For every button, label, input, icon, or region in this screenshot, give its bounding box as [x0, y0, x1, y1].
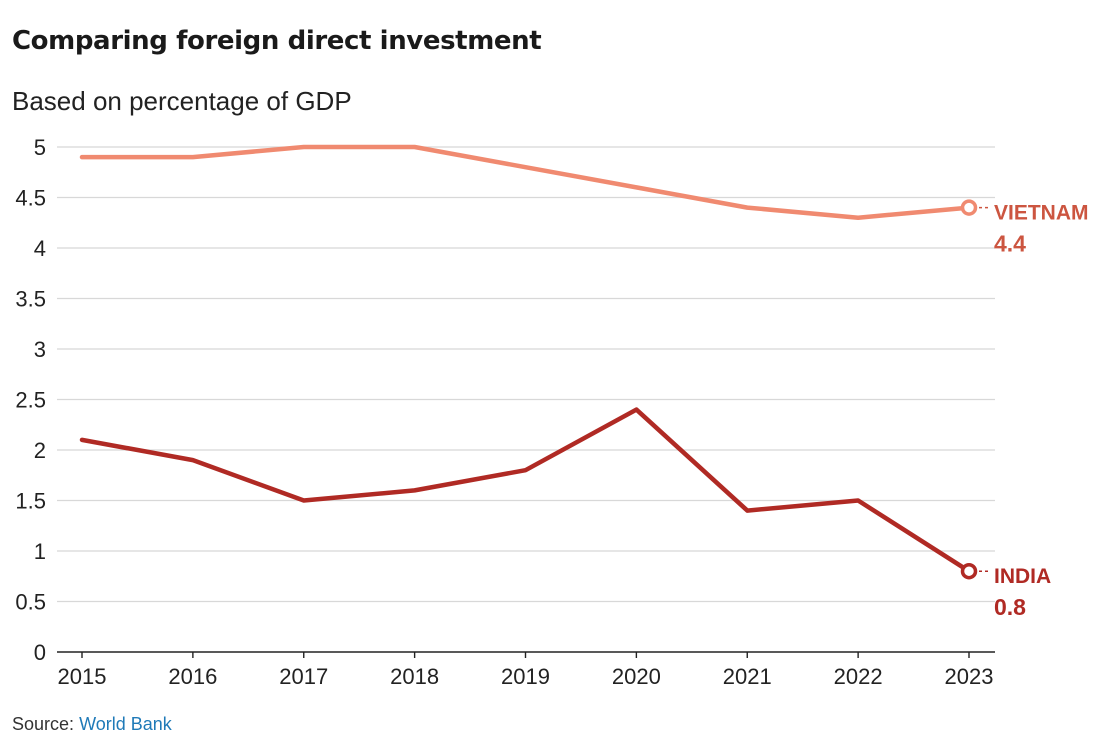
- gridlines: [57, 146, 995, 603]
- y-axis-ticks: 0 0.5 1 1.5 2 2.5 3 3.5 4 4.5 5: [15, 135, 46, 665]
- x-tick-label: 2022: [834, 664, 883, 689]
- y-tick-label: 4: [34, 236, 46, 261]
- india-end-value: 0.8: [994, 594, 1026, 620]
- vietnam-series-name: VIETNAM: [994, 202, 1089, 225]
- x-tick-label: 2018: [390, 664, 439, 689]
- vietnam-line: [79, 144, 972, 220]
- y-tick-label: 5: [34, 135, 46, 160]
- vietnam-end-marker: [960, 199, 978, 216]
- chart-title: Comparing foreign direct investment: [12, 26, 542, 56]
- source-note: Source: World Bank: [12, 714, 172, 735]
- y-tick-label: 1: [34, 539, 46, 564]
- x-tick-label: 2020: [612, 664, 661, 689]
- x-tick-label: 2021: [723, 664, 772, 689]
- x-axis-ticks: 2015 2016 2017 2018 2019 2020 2021 2022 2023: [58, 652, 994, 689]
- x-tick-label: 2017: [279, 664, 328, 689]
- source-link[interactable]: World Bank: [79, 714, 172, 734]
- x-tick-label: 2019: [501, 664, 550, 689]
- india-series-name: INDIA: [994, 565, 1051, 588]
- india-end-marker: [960, 562, 978, 580]
- source-label: Source:: [12, 714, 75, 734]
- y-tick-label: 3: [34, 337, 46, 362]
- chart-subtitle: Based on percentage of GDP: [12, 86, 352, 116]
- series-lines: [79, 144, 978, 580]
- y-tick-label: 2.5: [15, 388, 46, 413]
- x-tick-label: 2023: [945, 664, 994, 689]
- y-tick-label: 3.5: [15, 287, 46, 312]
- x-tick-label: 2016: [168, 664, 217, 689]
- y-tick-label: 0: [34, 640, 46, 665]
- india-line: [79, 407, 972, 574]
- y-tick-label: 2: [34, 438, 46, 463]
- series-end-labels: VIETNAM 4.4 INDIA 0.8: [979, 202, 1089, 620]
- y-tick-label: 4.5: [15, 186, 46, 211]
- y-tick-label: 0.5: [15, 590, 46, 615]
- vietnam-end-value: 4.4: [994, 231, 1026, 257]
- y-tick-label: 1.5: [15, 489, 46, 514]
- x-tick-label: 2015: [58, 664, 107, 689]
